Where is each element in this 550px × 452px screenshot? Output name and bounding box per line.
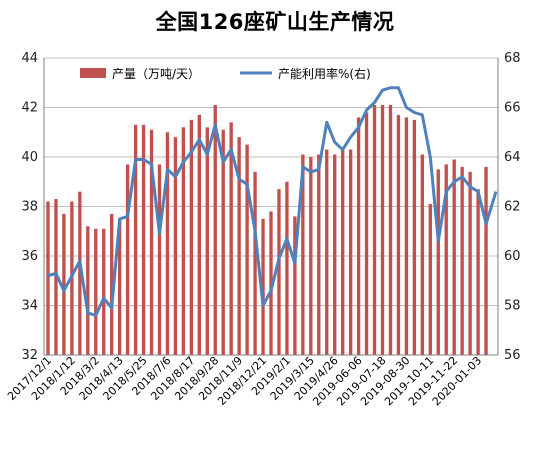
bar: [181, 127, 186, 355]
bar: [110, 213, 114, 355]
legend-label-line: 产能利用率%(右): [278, 66, 371, 81]
utilization-line: [47, 86, 498, 317]
legend-label-bar: 产量（万吨/天）: [112, 67, 200, 81]
bar: [412, 119, 417, 355]
bar: [293, 216, 297, 355]
y-right-tick-label: 66: [504, 101, 521, 116]
y-right-tick-label: 58: [504, 299, 521, 314]
bar: [54, 199, 58, 355]
bar: [484, 166, 488, 355]
bar: [364, 112, 369, 355]
y-left-tick-label: 38: [21, 200, 38, 215]
bar: [341, 149, 345, 355]
bar: [285, 181, 289, 355]
bar: [62, 213, 66, 355]
bar: [277, 189, 281, 355]
bar: [86, 226, 90, 355]
bar: [428, 204, 432, 355]
bar: [78, 191, 82, 355]
bar: [173, 137, 178, 355]
bar: [333, 154, 337, 355]
bar: [213, 105, 217, 356]
y-right-tick-label: 56: [504, 348, 521, 363]
bar: [476, 189, 480, 355]
bar: [261, 218, 265, 355]
bar: [309, 157, 313, 355]
bar: [372, 105, 377, 356]
y-left-tick-label: 34: [21, 299, 38, 314]
bar: [157, 164, 162, 355]
bar: [253, 171, 257, 355]
bar: [317, 154, 321, 355]
bar: [197, 114, 201, 355]
bar: [189, 119, 194, 355]
bar: [221, 129, 225, 355]
bar: [420, 154, 425, 355]
y-left-tick-label: 42: [21, 101, 38, 116]
bar: [301, 154, 305, 355]
y-right-tick-label: 62: [504, 200, 521, 215]
bar: [468, 171, 472, 355]
bar: [141, 124, 146, 355]
bar: [356, 117, 361, 356]
bar: [205, 127, 209, 355]
bar: [149, 129, 154, 355]
bar: [102, 228, 106, 355]
legend-swatch-bar: [80, 68, 106, 78]
y-right-tick-label: 64: [504, 150, 521, 165]
bar: [380, 105, 385, 356]
bar: [269, 211, 273, 355]
y-left-tick-label: 40: [21, 150, 38, 165]
y-left-tick-label: 44: [21, 51, 38, 66]
bar: [348, 149, 353, 355]
bar: [444, 164, 448, 355]
bar: [46, 201, 50, 355]
y-right-tick-label: 60: [504, 249, 521, 264]
bar: [117, 218, 122, 355]
line-series-utilization: [47, 86, 498, 317]
legend: 产量（万吨/天） 产能利用率%(右): [80, 66, 371, 81]
y-right-tick-label: 68: [504, 51, 521, 66]
bar-series-production: [46, 105, 488, 356]
y-left-tick-label: 32: [21, 348, 38, 363]
bar: [436, 169, 440, 355]
y-left-tick-label: 36: [21, 249, 38, 264]
bar: [237, 137, 241, 355]
bar: [245, 144, 249, 355]
bar: [452, 159, 456, 355]
bar: [229, 122, 233, 355]
chart-title: 全国126座矿山生产情况: [155, 10, 395, 34]
bar: [325, 149, 329, 355]
bar: [460, 166, 464, 355]
bar: [165, 132, 170, 355]
bar: [94, 228, 98, 355]
bar: [404, 117, 409, 356]
bar: [133, 124, 138, 355]
bar: [396, 114, 401, 355]
bar: [388, 105, 393, 356]
bar: [125, 164, 130, 355]
